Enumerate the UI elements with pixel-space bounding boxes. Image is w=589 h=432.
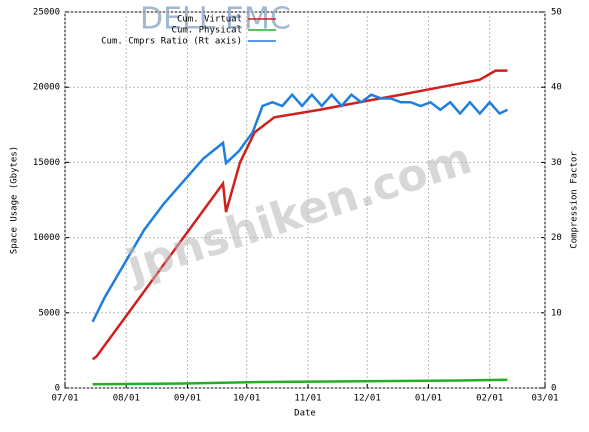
x-tick-label: 01/01 [415,394,442,404]
data-line [91,69,508,361]
x-tick-label: 11/01 [294,394,321,404]
y2-tick-label: 30 [551,158,562,168]
y2-tick-label: 10 [551,308,562,318]
y2-axis-label: Compression Factor [570,151,580,249]
x-tick-label: 09/01 [174,394,201,404]
y-tick-label: 20000 [33,83,60,93]
data-line [92,378,508,386]
x-tick-label: 10/01 [233,394,260,404]
y-tick-label: 25000 [33,8,60,18]
y-tick-label: 5000 [38,308,60,318]
legend-label: Cum. Physical [172,26,242,36]
y-tick-label: 0 [55,384,60,394]
y2-tick-label: 40 [551,83,562,93]
x-tick-label: 12/01 [354,394,381,404]
y-tick-label: 10000 [33,233,60,243]
y-tick-label: 15000 [33,158,60,168]
y2-tick-label: 20 [551,233,562,243]
x-axis-label: Date [294,409,316,419]
data-line [91,92,509,323]
legend-label: Cum. Cmprs Ratio (Rt axis) [101,37,242,47]
watermark: jpnshiken.com [119,133,478,293]
x-tick-label: 08/01 [113,394,140,404]
y2-tick-label: 0 [551,384,556,394]
x-tick-label: 07/01 [51,394,78,404]
x-tick-label: 03/01 [531,394,558,404]
y-axis-label: Space Usage (Gbytes) [10,146,20,254]
x-tick-label: 02/01 [476,394,503,404]
legend-label: Cum. Virtual [177,15,242,25]
y2-tick-label: 50 [551,8,562,18]
